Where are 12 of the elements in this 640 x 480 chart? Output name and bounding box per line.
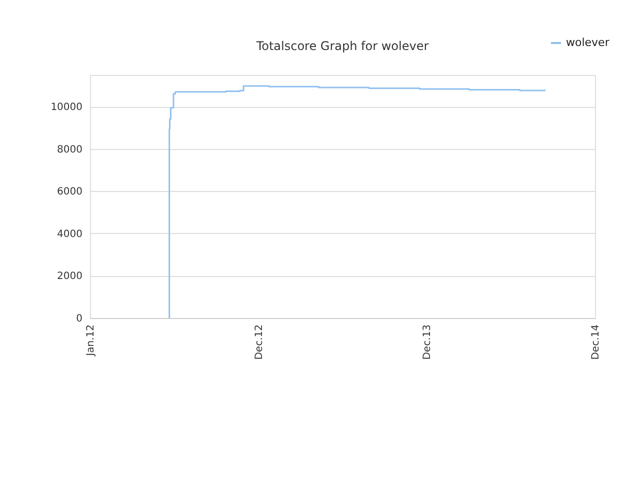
x-tick-label: Dec.13 xyxy=(422,324,434,360)
y-tick-label: 8000 xyxy=(57,144,82,156)
y-tick-label: 4000 xyxy=(57,228,82,240)
x-tick-label: Jan.12 xyxy=(86,324,96,357)
x-tick-label: Dec.12 xyxy=(254,324,265,360)
y-tick-label: 6000 xyxy=(57,186,82,198)
chart-title: Totalscore Graph for wolever xyxy=(255,39,429,53)
y-tick-label: 2000 xyxy=(57,271,82,282)
legend-label: wolever xyxy=(566,36,610,49)
y-tick-label: 10000 xyxy=(50,102,82,114)
y-tick-label: 0 xyxy=(76,314,82,324)
x-tick-label: Dec.14 xyxy=(590,324,602,360)
